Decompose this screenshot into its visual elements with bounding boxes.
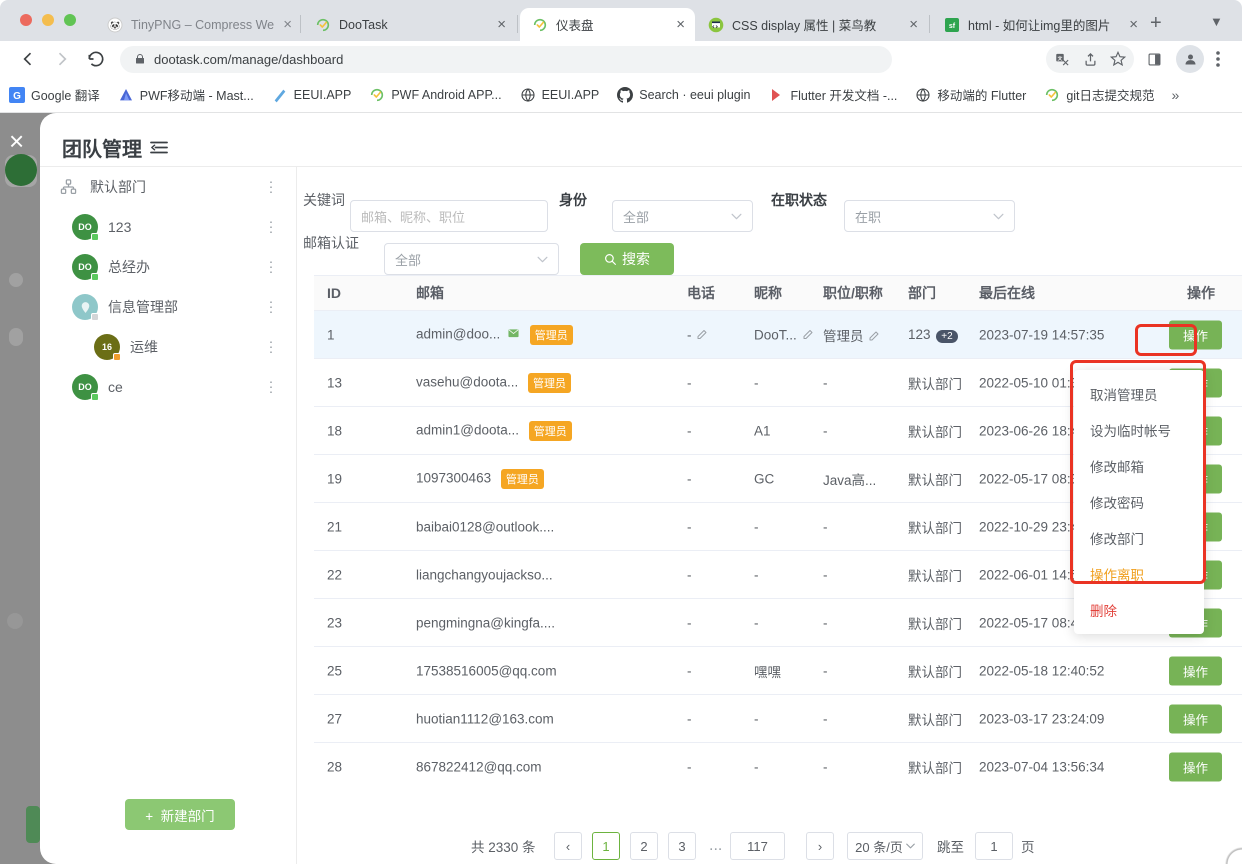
svg-text:G: G <box>13 91 21 102</box>
svg-text:sf: sf <box>949 23 956 30</box>
svg-text:文: 文 <box>1057 54 1062 61</box>
svg-text:🐼: 🐼 <box>110 20 120 30</box>
